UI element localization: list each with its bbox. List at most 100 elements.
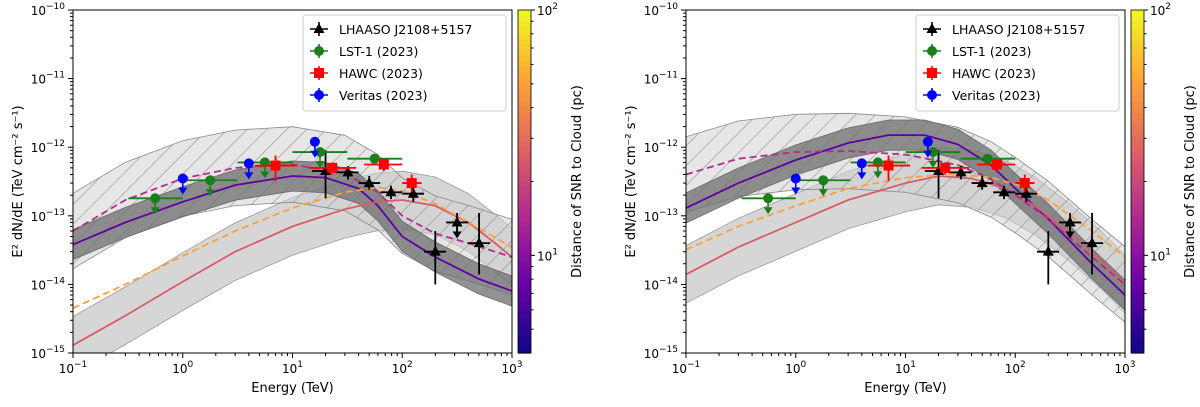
marker-circle [982, 153, 993, 164]
colorbar-segment [518, 232, 531, 240]
colorbar-segment [1131, 170, 1144, 177]
tick-exponent: −11 [46, 71, 65, 81]
marker-triangle [451, 216, 463, 227]
colorbar-tick-label: 101 [537, 247, 558, 263]
data-point [254, 155, 298, 182]
legend-marker [314, 46, 324, 56]
colorbar-segment [518, 107, 531, 114]
tick-exponent: 1 [297, 360, 303, 370]
marker-triangle [955, 166, 967, 177]
upper-limit-arrow [315, 161, 325, 169]
colorbar-segment [1131, 301, 1144, 308]
marker-triangle [1086, 237, 1098, 248]
colorbar-segment [1131, 72, 1144, 80]
tick-exponent: −15 [659, 345, 678, 355]
series-lst-1-2023- [128, 147, 403, 215]
data-point [308, 162, 357, 175]
data-point [1037, 231, 1060, 285]
marker-circle [922, 136, 933, 147]
y-tick-label: 10−13 [31, 208, 65, 224]
colorbar-segment [518, 141, 531, 148]
colorbar-segment [518, 215, 531, 223]
y-axis-label: E² dN/dE (TeV cm⁻² s⁻¹) [624, 105, 639, 257]
colorbar-segment [518, 27, 531, 34]
colorbar-segment [518, 278, 531, 285]
colorbar-segment [1131, 164, 1144, 171]
colorbar-segment [1131, 95, 1144, 103]
colorbar-segment [1131, 118, 1144, 125]
colorbar-segment [518, 221, 531, 228]
colorbar-segment [1131, 50, 1144, 57]
tick-exponent: −12 [46, 139, 65, 149]
marker-triangle [1020, 187, 1032, 198]
marker-triangle [429, 245, 441, 256]
colorbar-segment [1131, 227, 1144, 234]
colorbar-segment [1131, 112, 1144, 120]
colorbar-segment [518, 10, 531, 17]
y-tick-label: 10−11 [31, 71, 65, 87]
data-point [867, 155, 911, 182]
data-point [1015, 187, 1038, 202]
colorbar-segment [1131, 67, 1144, 74]
tick-exponent: −1 [74, 360, 87, 370]
data-point [347, 153, 403, 164]
colorbar-segment [518, 175, 531, 183]
colorbar-segment [1131, 267, 1144, 274]
y-tick-label: 10−12 [644, 139, 678, 155]
marker-circle [243, 158, 254, 169]
x-tick-label: 100 [785, 360, 806, 376]
colorbar-segment [1131, 21, 1144, 28]
colorbar-tick-label: 101 [1150, 247, 1171, 263]
data-point [795, 175, 851, 197]
x-tick-label: 10−1 [672, 360, 701, 376]
upper-limit-arrow [310, 150, 320, 158]
marker-circle [763, 193, 774, 204]
marker-circle [369, 153, 380, 164]
legend-label: HAWC (2023) [952, 66, 1036, 81]
tick-base: 10 [31, 210, 46, 224]
tick-base: 10 [31, 278, 46, 292]
data-point [128, 193, 183, 215]
legend-label: LST-1 (2023) [339, 44, 418, 59]
colorbar-segment [1131, 210, 1144, 217]
upper-limit-arrow [873, 171, 883, 179]
marker-circle [205, 175, 216, 186]
x-tick-label: 102 [392, 360, 413, 376]
data-point [424, 231, 447, 285]
panel-right: 10−1 100 101 102 10310−1510−1410−1310−1210−1… [624, 2, 1198, 396]
colorbar-segment [518, 210, 531, 217]
colorbar-segment [1131, 10, 1144, 17]
series-lhaaso-j2108-5157 [311, 150, 491, 285]
colorbar-segment [1131, 284, 1144, 291]
upper-limit-arrow [923, 150, 933, 158]
colorbar-segment [1131, 101, 1144, 108]
colorbar-segment [1131, 141, 1144, 148]
legend-item: LHAASO J2108+5157 [923, 22, 1085, 37]
colorbar-segment [518, 72, 531, 80]
tick-exponent: −12 [659, 139, 678, 149]
data-point [177, 173, 188, 195]
x-tick-label: 101 [282, 360, 303, 376]
colorbar-segment [518, 118, 531, 125]
colorbar-segment [518, 204, 531, 211]
colorbar-segment [1131, 307, 1144, 314]
colorbar-segment [1131, 250, 1144, 257]
legend: LHAASO J2108+5157 LST-1 (2023) HAWC (2023)… [915, 14, 1120, 112]
colorbar-segment [1131, 187, 1144, 194]
y-tick-label: 10−12 [31, 139, 65, 155]
colorbar-segment [518, 330, 531, 337]
model-band-hatched [73, 126, 512, 296]
series-veritas-2023- [790, 136, 933, 195]
colorbar-tick-label: 102 [1150, 2, 1171, 18]
upper-limit-arrow [818, 189, 828, 197]
colorbar-segment [518, 255, 531, 263]
marker-triangle [385, 186, 397, 197]
marker-square [940, 162, 951, 173]
data-point [380, 185, 403, 200]
colorbar-segment [518, 67, 531, 74]
colorbar-segment [518, 152, 531, 160]
tick-exponent: 3 [1130, 360, 1136, 370]
series-hawc-2023- [867, 155, 1035, 193]
colorbar-segment [518, 38, 531, 45]
